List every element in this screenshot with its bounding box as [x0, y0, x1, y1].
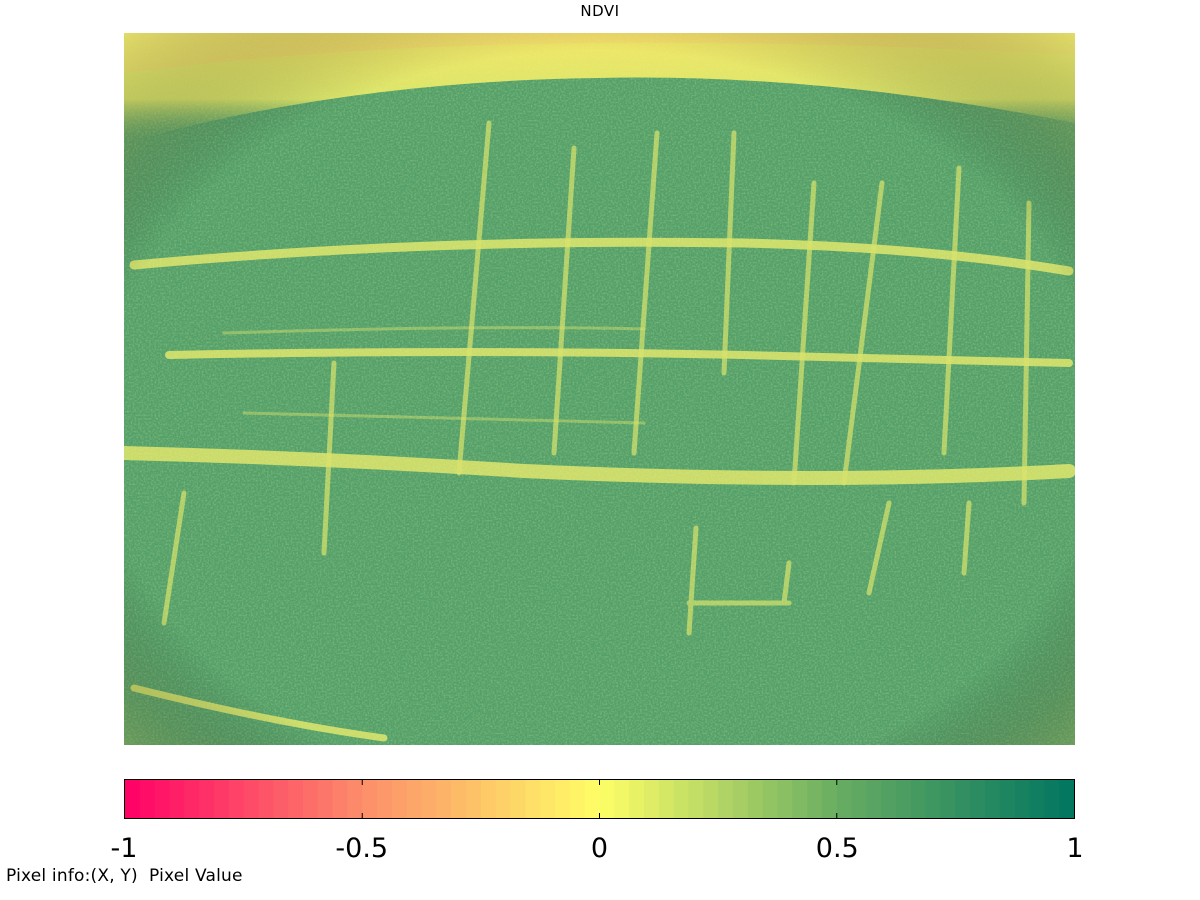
colorbar — [124, 779, 1075, 819]
colorbar-step — [510, 780, 526, 818]
colorbar-step — [1059, 780, 1074, 818]
colorbar-step — [807, 780, 823, 818]
colorbar-step — [762, 780, 779, 818]
colorbar-step — [451, 780, 467, 818]
colorbar-step — [777, 780, 793, 818]
colorbar-step — [362, 780, 378, 818]
colorbar-step — [703, 780, 719, 818]
colorbar-step — [377, 780, 393, 818]
colorbar-step — [866, 780, 882, 818]
colorbar-step — [184, 780, 200, 818]
colorbar-step — [569, 780, 586, 818]
colorbar-step — [896, 780, 912, 818]
colorbar-step — [629, 780, 645, 818]
colorbar-step — [925, 780, 942, 818]
colorbar-step — [525, 780, 541, 818]
colorbar-step — [540, 780, 556, 818]
colorbar-step — [391, 780, 408, 818]
colorbar-step — [436, 780, 452, 818]
colorbar-step — [555, 780, 571, 818]
colorbar-step — [406, 780, 423, 818]
colorbar-tick-label: -0.5 — [335, 833, 389, 864]
colorbar-step — [910, 780, 927, 818]
colorbar-step — [466, 780, 482, 818]
colorbar-step — [347, 780, 363, 818]
colorbar-step — [658, 780, 675, 818]
pixel-info-label: Pixel info: — [6, 866, 91, 886]
ndvi-image[interactable] — [124, 33, 1075, 745]
colorbar-gradient — [125, 780, 1074, 818]
colorbar-step — [302, 780, 319, 818]
colorbar-step — [421, 780, 437, 818]
colorbar-step — [332, 780, 349, 818]
colorbar-step — [228, 780, 245, 818]
colorbar-step — [125, 780, 141, 818]
colorbar-step — [614, 780, 630, 818]
colorbar-step — [821, 780, 838, 818]
colorbar-step — [1029, 780, 1045, 818]
figure-title: NDVI — [580, 2, 620, 20]
colorbar-step — [199, 780, 215, 818]
colorbar-step — [970, 780, 986, 818]
colorbar-tick-label: 0.5 — [815, 833, 859, 864]
colorbar-step — [139, 780, 156, 818]
colorbar-step — [243, 780, 260, 818]
colorbar-tick-label: 0 — [590, 833, 609, 864]
colorbar-step — [985, 780, 1001, 818]
colorbar-step — [940, 780, 956, 818]
colorbar-step — [836, 780, 853, 818]
colorbar-step — [480, 780, 497, 818]
colorbar-step — [999, 780, 1016, 818]
colorbar-step — [718, 780, 734, 818]
colorbar-tick-label: -1 — [110, 833, 138, 864]
colorbar-step — [747, 780, 764, 818]
colorbar-step — [688, 780, 704, 818]
colorbar-tick-label: 1 — [1066, 833, 1084, 864]
colorbar-step — [258, 780, 274, 818]
colorbar-step — [851, 780, 868, 818]
colorbar-step — [643, 780, 660, 818]
colorbar-step — [273, 780, 289, 818]
colorbar-step — [495, 780, 512, 818]
colorbar-step — [317, 780, 334, 818]
pixel-info-value: (X, Y) Pixel Value — [90, 866, 243, 886]
pixel-info-status: Pixel info:(X, Y) Pixel Value — [6, 866, 243, 886]
colorbar-step — [1014, 780, 1031, 818]
colorbar-step — [673, 780, 690, 818]
colorbar-step — [955, 780, 971, 818]
colorbar-step — [732, 780, 749, 818]
colorbar-step — [1044, 780, 1060, 818]
colorbar-step — [881, 780, 897, 818]
colorbar-step — [584, 780, 601, 818]
colorbar-step — [154, 780, 171, 818]
colorbar-step — [792, 780, 808, 818]
colorbar-step — [169, 780, 185, 818]
ndvi-image-canvas — [124, 33, 1075, 745]
colorbar-step — [213, 780, 230, 818]
colorbar-step — [288, 780, 304, 818]
colorbar-step — [599, 780, 615, 818]
